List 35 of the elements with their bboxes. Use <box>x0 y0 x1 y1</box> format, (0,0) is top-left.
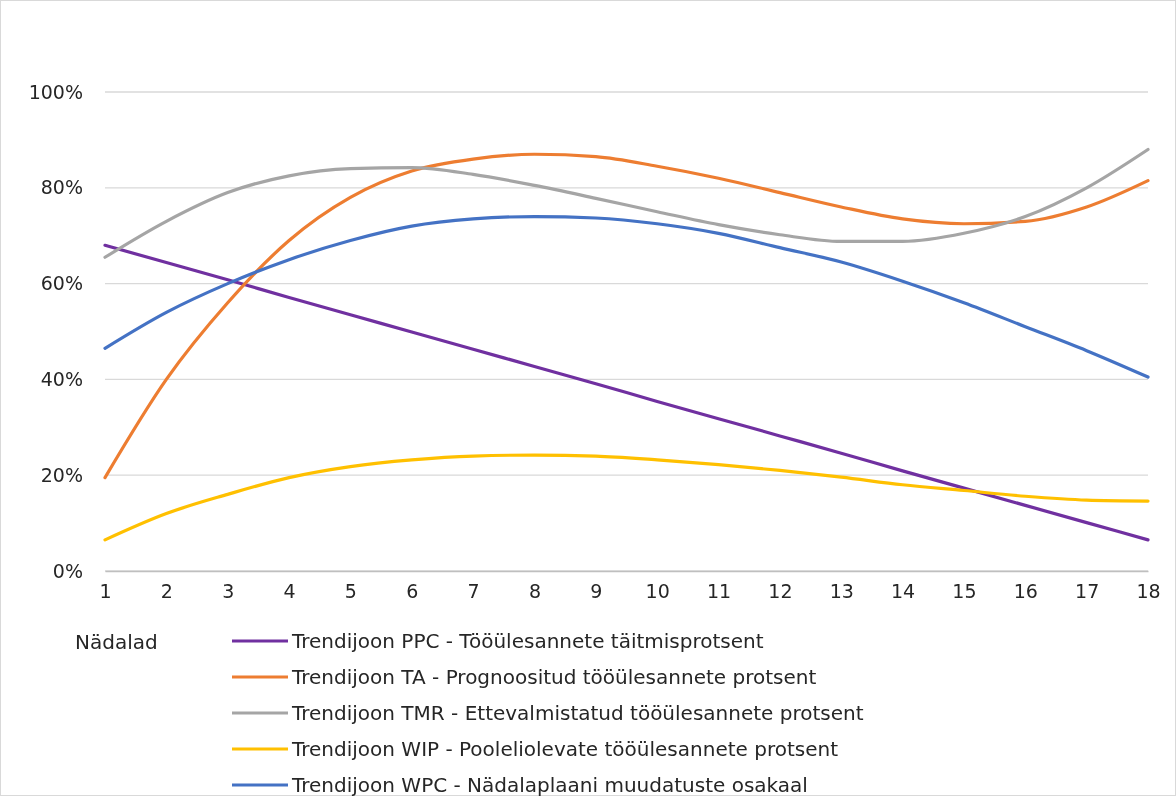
y-tick-label: 0% <box>52 559 83 582</box>
x-tick-label: 8 <box>528 580 542 603</box>
y-tick-label: 40% <box>40 367 83 390</box>
x-tick-label: 2 <box>160 580 173 603</box>
line-series <box>103 243 1150 542</box>
legend-label: Trendijoon PPC - Tööülesannete täitmisprotsent <box>291 629 764 653</box>
x-tick-label: 12 <box>768 580 793 603</box>
x-tick-label: 3 <box>222 580 235 603</box>
x-tick-label: 11 <box>706 580 732 603</box>
x-tick-label: 18 <box>1136 580 1161 603</box>
y-tick-label: 60% <box>40 272 83 295</box>
x-tick-label: 6 <box>406 580 419 603</box>
y-tick-label: 100% <box>28 80 83 103</box>
x-tick-label: 10 <box>645 580 670 603</box>
x-tick-label: 1 <box>99 580 112 603</box>
x-tick-label: 4 <box>283 580 296 603</box>
legend-label: Trendijoon WPC - Nädalaplaani muudatuste osakaal <box>291 773 808 796</box>
legend-label: Trendijoon WIP - Pooleliolevate tööülesannete protsent <box>291 737 839 761</box>
x-tick-label: 5 <box>344 580 357 603</box>
legend-label: Trendijoon TMR - Ettevalmistatud tööülesannete protsent <box>291 701 864 725</box>
y-tick-label: 20% <box>40 463 83 486</box>
x-tick-label: 15 <box>952 580 977 603</box>
y-tick-label: 80% <box>40 176 83 199</box>
x-tick-label: 16 <box>1013 580 1038 603</box>
x-tick-label: 17 <box>1075 580 1100 603</box>
x-tick-label: 13 <box>829 580 854 603</box>
x-tick-label: 9 <box>590 580 603 603</box>
legend-label: Trendijoon TA - Prognoositud tööülesannete protsent <box>291 665 817 689</box>
line-series <box>103 214 1150 379</box>
line-series <box>103 152 1150 480</box>
x-tick-label: 14 <box>890 580 916 603</box>
x-tick-label: 7 <box>467 580 480 603</box>
x-axis-title: Nädalad <box>75 630 158 654</box>
line-series <box>103 147 1150 259</box>
line-series <box>103 453 1150 542</box>
